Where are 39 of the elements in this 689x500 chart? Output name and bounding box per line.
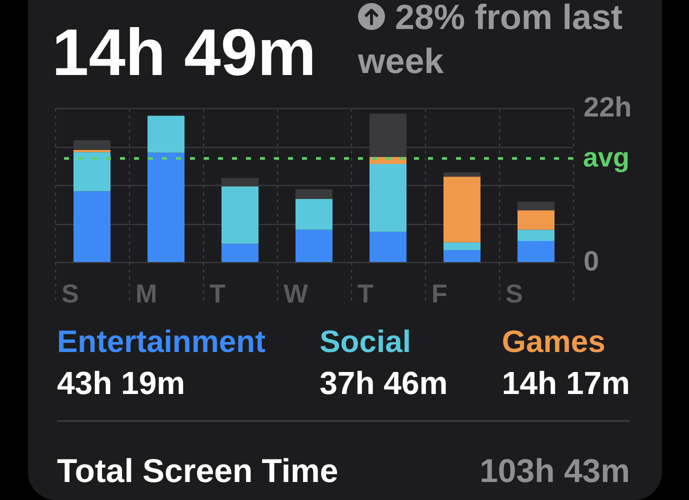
x-tick-label: W: [284, 278, 308, 308]
bar: [444, 242, 480, 250]
x-tick-label: T: [210, 278, 226, 308]
x-tick-label: S: [62, 278, 79, 308]
bar: [148, 152, 184, 262]
text: 37h 46m: [320, 364, 448, 403]
bar: [370, 232, 406, 262]
bar: [74, 152, 110, 192]
ref-line-label: avg: [583, 142, 630, 172]
bar: [222, 186, 258, 244]
bar: [444, 172, 480, 177]
y-tick-label: 22h: [584, 92, 632, 122]
bar: [444, 250, 480, 262]
chart-title: 14h 49m: [52, 15, 316, 89]
x-tick-label: T: [358, 278, 374, 308]
text: Entertainment: [57, 323, 266, 361]
bar: [518, 210, 554, 230]
bar: [296, 199, 332, 230]
bar: [74, 191, 110, 262]
y-tick-label: 0: [584, 246, 600, 276]
text: 43h 19m: [57, 364, 186, 403]
bar: [222, 244, 258, 262]
chart-subtitle: 28% from last week: [358, 0, 623, 81]
bar: [296, 230, 332, 262]
bar: [518, 202, 554, 210]
bar: [518, 241, 554, 262]
bar: [296, 189, 332, 199]
bar: [518, 230, 554, 241]
text: 14h 17m: [502, 364, 630, 403]
text: Social: [320, 323, 412, 361]
bar: [148, 116, 184, 153]
x-tick-label: F: [432, 278, 448, 308]
text: Games: [502, 323, 606, 361]
x-tick-label: M: [136, 278, 158, 308]
bar: [444, 176, 480, 242]
text: 103h 43m: [480, 451, 630, 491]
text: Total Screen Time: [57, 451, 338, 491]
x-tick-label: S: [506, 278, 523, 308]
bar: [370, 164, 406, 232]
